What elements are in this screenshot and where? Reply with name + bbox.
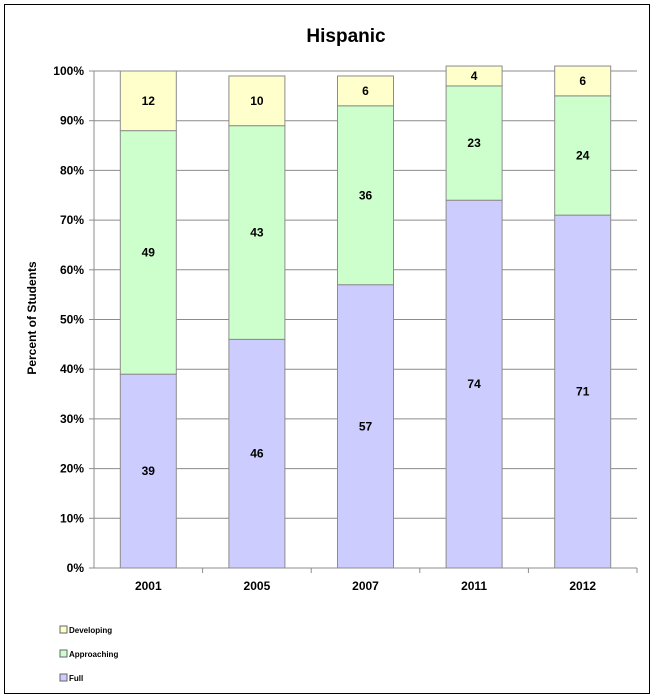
bars bbox=[119, 65, 612, 569]
bar-full-2012 bbox=[554, 214, 612, 569]
data-label-approaching-2005: 43 bbox=[250, 226, 264, 240]
data-label-developing-2011: 4 bbox=[471, 69, 478, 83]
data-label-approaching-2011: 23 bbox=[467, 136, 481, 150]
legend-label-full: Full bbox=[69, 674, 83, 683]
bar-approaching-2007 bbox=[337, 105, 394, 286]
data-label-full-2011: 74 bbox=[467, 377, 481, 391]
y-tick-label: 100% bbox=[53, 64, 84, 78]
y-tick-label: 20% bbox=[60, 462, 84, 476]
data-label-developing-2005: 10 bbox=[250, 94, 264, 108]
data-label-developing-2012: 6 bbox=[579, 74, 586, 88]
x-tick-label: 2005 bbox=[244, 579, 271, 593]
y-tick-label: 80% bbox=[60, 163, 84, 177]
x-tick-label: 2001 bbox=[135, 579, 162, 593]
bar-full-2007 bbox=[337, 284, 394, 569]
data-label-full-2001: 39 bbox=[142, 464, 156, 478]
bar-developing-2005 bbox=[228, 75, 286, 127]
y-tick-label: 10% bbox=[60, 511, 84, 525]
data-label-full-2012: 71 bbox=[576, 385, 590, 399]
legend-swatch-full bbox=[59, 673, 68, 682]
stacked-bar-chart: Hispanic Percent of Students 0% 10% 20% 30%… bbox=[25, 26, 638, 683]
y-tick-label: 90% bbox=[60, 114, 84, 128]
legend-label-approaching: Approaching bbox=[69, 650, 118, 659]
data-labels: 39 49 12 46 43 10 57 36 6 74 23 4 71 24 6 bbox=[142, 69, 590, 478]
bar-approaching-2005 bbox=[228, 125, 286, 340]
data-label-developing-2007: 6 bbox=[362, 84, 369, 98]
legend-swatch-developing bbox=[59, 625, 68, 634]
y-tick-label: 60% bbox=[60, 263, 84, 277]
y-tick-label: 30% bbox=[60, 412, 84, 426]
bar-approaching-2001 bbox=[119, 130, 177, 375]
chart-frame: Hispanic Percent of Students 0% 10% 20% 30%… bbox=[4, 4, 650, 694]
axes: 0% 10% 20% 30% 40% 50% 60% 70% 80% 90% 100% 2001 200… bbox=[53, 64, 638, 593]
x-tick-label: 2007 bbox=[352, 579, 379, 593]
data-label-full-2005: 46 bbox=[250, 447, 264, 461]
legend: Developing Approaching Full bbox=[59, 625, 118, 683]
legend-swatch-approaching bbox=[59, 649, 68, 658]
data-label-developing-2001: 12 bbox=[142, 94, 156, 108]
x-tick-label: 2011 bbox=[461, 579, 487, 593]
x-tick-label: 2012 bbox=[569, 579, 596, 593]
bar-developing-2007 bbox=[337, 75, 394, 107]
y-tick-label: 40% bbox=[60, 362, 84, 376]
y-tick-label: 70% bbox=[60, 213, 84, 227]
data-label-full-2007: 57 bbox=[359, 419, 373, 433]
bar-developing-2001 bbox=[119, 70, 177, 132]
bar-full-2011 bbox=[445, 199, 503, 569]
chart-title: Hispanic bbox=[306, 26, 386, 47]
data-label-approaching-2007: 36 bbox=[359, 188, 373, 202]
bar-approaching-2011 bbox=[445, 85, 503, 201]
bar-full-2005 bbox=[228, 338, 286, 569]
y-tick-label: 50% bbox=[60, 313, 84, 327]
data-label-approaching-2001: 49 bbox=[142, 245, 156, 259]
bar-developing-2011 bbox=[445, 65, 503, 87]
bar-approaching-2012 bbox=[554, 95, 612, 216]
y-tick-label: 0% bbox=[67, 561, 85, 575]
data-label-approaching-2012: 24 bbox=[576, 148, 590, 162]
bar-developing-2012 bbox=[554, 65, 612, 97]
legend-label-developing: Developing bbox=[69, 626, 112, 635]
y-axis-label: Percent of Students bbox=[25, 261, 39, 375]
